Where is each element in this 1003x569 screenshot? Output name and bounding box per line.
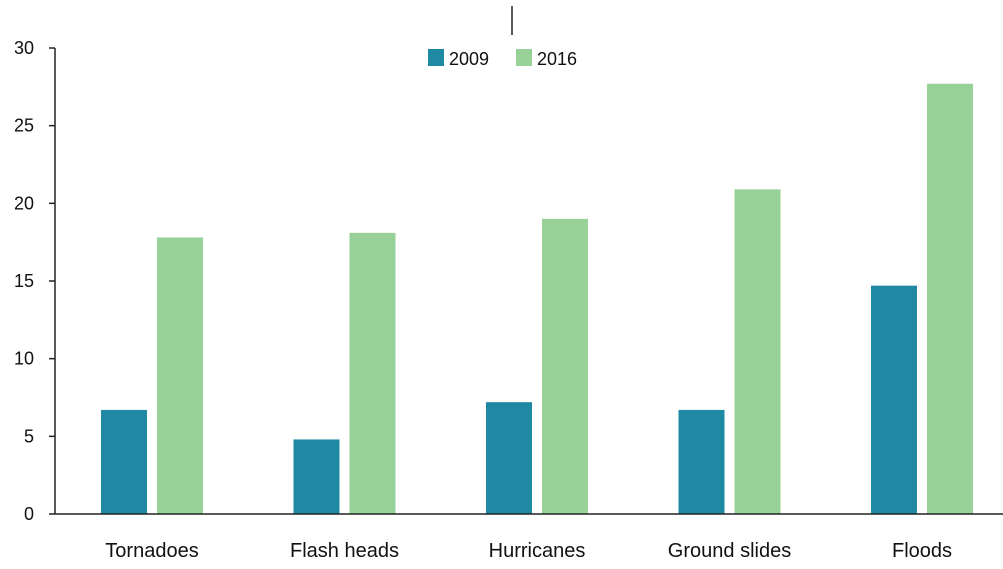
bar-2016-floods [927, 83, 973, 514]
bars-group [101, 83, 973, 515]
category-labels: Tornadoes Flash heads Hurricanes Ground sli… [105, 540, 952, 562]
legend-swatch-2009 [428, 49, 444, 66]
y-tick-label: 20 [14, 193, 34, 213]
legend-swatch-2016 [516, 49, 532, 66]
bar-2016-ground-slides [734, 189, 781, 514]
category-label: Hurricanes [489, 540, 586, 562]
bar-2016-hurricanes [542, 218, 588, 514]
y-tick-label: 30 [14, 38, 34, 58]
y-tick-label: 5 [24, 426, 34, 446]
bar-2009-floods [871, 285, 917, 514]
bar-2016-tornadoes [157, 237, 203, 515]
legend-label-2009: 2009 [449, 49, 489, 69]
legend: 2009 2016 [428, 49, 577, 69]
y-tick-label: 15 [14, 271, 34, 291]
category-label: Ground slides [668, 540, 791, 562]
y-tick-label: 0 [24, 504, 34, 524]
y-axis: 0 5 10 15 20 25 30 [14, 38, 56, 524]
bar-2009-flash-heads [293, 439, 340, 514]
bar-2016-flash-heads [349, 232, 396, 514]
category-label: Tornadoes [105, 540, 198, 562]
y-tick-label: 10 [14, 349, 34, 369]
category-label: Floods [892, 540, 952, 562]
y-tick-label: 25 [14, 116, 34, 136]
bar-2009-ground-slides [678, 409, 725, 514]
category-label: Flash heads [290, 540, 399, 562]
bar-2009-hurricanes [486, 402, 532, 514]
bar-2009-tornadoes [101, 409, 147, 514]
legend-label-2016: 2016 [537, 49, 577, 69]
